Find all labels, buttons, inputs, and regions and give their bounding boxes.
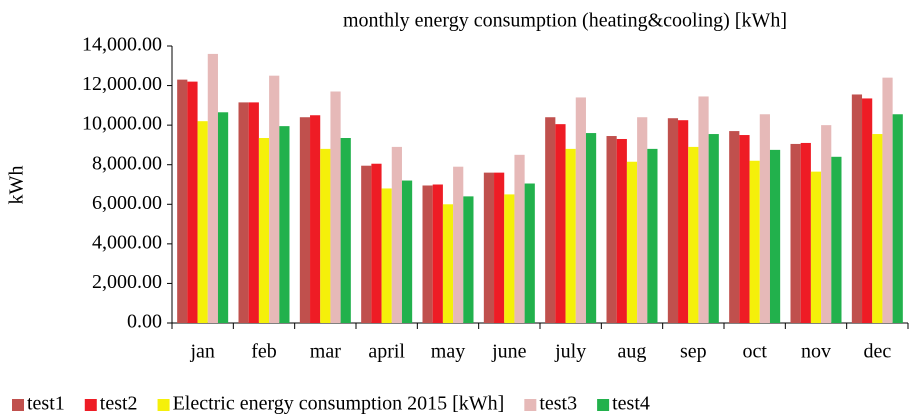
bar bbox=[585, 133, 597, 323]
legend-swatch bbox=[597, 399, 610, 411]
bar bbox=[248, 102, 259, 323]
legend-swatch bbox=[84, 399, 97, 411]
legend-label: test2 bbox=[100, 393, 138, 415]
bar bbox=[442, 204, 454, 323]
bar bbox=[872, 134, 883, 323]
bar bbox=[800, 142, 811, 323]
bar bbox=[759, 114, 770, 323]
bar bbox=[882, 77, 893, 324]
y-tick-label: 0.00 bbox=[127, 311, 162, 333]
x-tick-label: sep bbox=[680, 341, 707, 363]
bar bbox=[391, 146, 402, 323]
bar bbox=[453, 166, 464, 323]
bar bbox=[555, 124, 566, 324]
bar bbox=[279, 126, 290, 323]
y-tick-label: 2,000.00 bbox=[92, 271, 162, 293]
bar bbox=[729, 131, 740, 323]
bar bbox=[381, 188, 392, 323]
x-tick-label: jan bbox=[189, 341, 214, 363]
bar bbox=[514, 154, 525, 323]
x-tick-label: july bbox=[554, 341, 586, 363]
bar bbox=[401, 180, 413, 323]
bar bbox=[187, 81, 198, 323]
legend-swatch bbox=[524, 399, 537, 411]
bar bbox=[340, 138, 351, 323]
x-tick-label: feb bbox=[251, 341, 277, 363]
legend-label: test4 bbox=[612, 393, 650, 415]
bar bbox=[769, 149, 781, 323]
bar bbox=[330, 91, 341, 323]
bar bbox=[851, 94, 863, 323]
bar bbox=[238, 102, 249, 323]
x-tick-label: mar bbox=[310, 341, 341, 363]
legend-label: Electric energy consumption 2015 [kWh] bbox=[173, 393, 505, 415]
y-tick-label: 12,000.00 bbox=[82, 73, 162, 95]
bar bbox=[565, 148, 576, 323]
bar bbox=[821, 125, 832, 324]
bar bbox=[197, 121, 208, 323]
bar bbox=[575, 97, 586, 323]
bar bbox=[616, 138, 627, 323]
bar bbox=[626, 161, 638, 323]
bar bbox=[647, 148, 658, 323]
x-tick-label: june bbox=[491, 341, 527, 363]
bar bbox=[749, 160, 760, 323]
bar bbox=[667, 118, 679, 323]
bar bbox=[299, 117, 311, 323]
bar bbox=[494, 172, 505, 323]
y-tick-label: 6,000.00 bbox=[92, 192, 162, 214]
x-tick-label: oct bbox=[742, 341, 767, 363]
bar bbox=[637, 117, 648, 323]
bar bbox=[258, 138, 270, 323]
bar bbox=[790, 143, 801, 323]
x-tick-label: aug bbox=[618, 341, 647, 363]
bar bbox=[698, 96, 709, 323]
legend-label: test1 bbox=[27, 393, 65, 415]
y-tick-label: 10,000.00 bbox=[82, 113, 162, 135]
bar bbox=[207, 53, 218, 324]
bar bbox=[177, 79, 188, 323]
bar bbox=[422, 185, 433, 323]
bar bbox=[361, 165, 372, 323]
bar bbox=[217, 112, 229, 324]
bar bbox=[810, 171, 822, 323]
x-tick-label: may bbox=[431, 341, 465, 363]
bar bbox=[606, 136, 617, 323]
x-tick-label: nov bbox=[801, 341, 831, 363]
bar bbox=[371, 163, 382, 323]
y-tick-label: 8,000.00 bbox=[92, 152, 162, 174]
legend-swatch bbox=[12, 399, 24, 411]
bar bbox=[269, 75, 280, 323]
y-tick-label: 14,000.00 bbox=[82, 34, 162, 56]
legend-swatch bbox=[157, 399, 170, 411]
bar bbox=[831, 156, 842, 323]
bar bbox=[483, 172, 495, 323]
bar bbox=[545, 117, 556, 323]
y-axis-label: kWh bbox=[6, 166, 28, 205]
bar bbox=[432, 184, 443, 323]
bar bbox=[463, 196, 474, 323]
x-tick-label: april bbox=[368, 341, 405, 363]
bar bbox=[524, 183, 535, 323]
bar bbox=[504, 194, 515, 323]
bar bbox=[320, 148, 331, 323]
bar bbox=[678, 120, 689, 323]
bar bbox=[862, 98, 873, 323]
legend-label: test3 bbox=[539, 393, 577, 415]
bar bbox=[739, 135, 750, 323]
bar bbox=[892, 114, 903, 323]
bar bbox=[688, 146, 699, 323]
bar bbox=[310, 115, 321, 323]
x-tick-label: dec bbox=[863, 341, 891, 363]
chart-title: monthly energy consumption (heating&cool… bbox=[343, 10, 787, 32]
bar bbox=[708, 134, 719, 323]
y-tick-label: 4,000.00 bbox=[92, 231, 162, 253]
